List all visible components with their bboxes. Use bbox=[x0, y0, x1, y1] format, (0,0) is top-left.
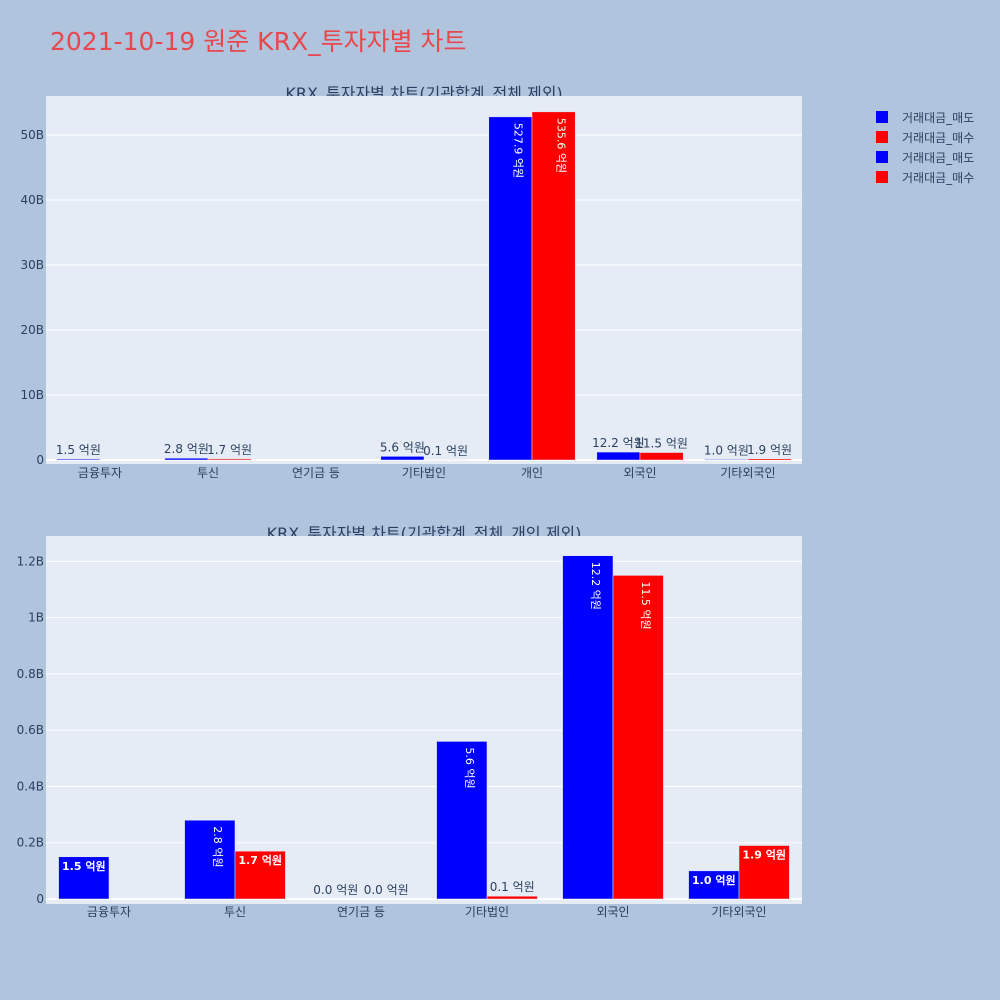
legend-label: 거래대금_매도 bbox=[902, 110, 975, 125]
legend[interactable]: 거래대금_매도 거래대금_매수 거래대금_매도 거래대금_매수 bbox=[876, 107, 974, 187]
data-label: 1.9 억원 bbox=[742, 848, 786, 862]
x-tick-label: 금융투자 bbox=[78, 466, 122, 480]
data-label: 0.0 억원 bbox=[313, 883, 358, 897]
data-label: 1.5 억원 bbox=[62, 859, 106, 873]
y-tick-label: 30B bbox=[20, 258, 44, 272]
legend-item[interactable]: 거래대금_매수 bbox=[876, 127, 974, 147]
data-label: 1.7 억원 bbox=[207, 443, 252, 457]
data-label: 5.6 억원 bbox=[380, 440, 425, 454]
bar bbox=[704, 459, 749, 461]
data-label: 1.9 억원 bbox=[747, 443, 792, 457]
bar bbox=[436, 741, 488, 900]
bar bbox=[56, 458, 101, 461]
x-tick-label: 기타외국인 bbox=[711, 905, 766, 919]
page-title: 2021-10-19 원준 KRX_투자자별 차트 bbox=[50, 27, 467, 56]
x-tick-label: 연기금 등 bbox=[337, 905, 385, 919]
y-tick-label: 0.8B bbox=[17, 667, 44, 681]
plot-background bbox=[46, 96, 802, 464]
x-tick-label: 투신 bbox=[224, 905, 246, 919]
y-tick-label: 1.2B bbox=[17, 554, 44, 568]
y-tick-label: 0 bbox=[36, 453, 44, 467]
x-tick-label: 외국인 bbox=[596, 905, 629, 919]
x-tick-label: 개인 bbox=[521, 466, 543, 480]
plot-background bbox=[46, 536, 802, 904]
y-tick-label: 0.2B bbox=[17, 836, 44, 850]
bar bbox=[164, 457, 209, 461]
bar bbox=[596, 451, 641, 461]
x-tick-label: 기타외국인 bbox=[720, 466, 775, 480]
bar bbox=[207, 458, 252, 461]
bar bbox=[486, 895, 538, 900]
chart-1-title: KRX_투자자별 차트(기관합계_전체 제외) bbox=[285, 84, 563, 103]
legend-swatch bbox=[876, 131, 888, 143]
bar bbox=[184, 819, 236, 900]
data-label: 535.6 억원 bbox=[555, 118, 568, 173]
legend-swatch bbox=[876, 171, 888, 183]
x-tick-label: 외국인 bbox=[623, 466, 656, 480]
bar bbox=[639, 452, 684, 461]
legend-swatch bbox=[876, 111, 888, 123]
bar bbox=[531, 111, 576, 461]
data-label: 12.2 억원 bbox=[592, 436, 645, 450]
legend-label: 거래대금_매수 bbox=[902, 170, 975, 185]
data-label: 11.5 억원 bbox=[639, 581, 652, 629]
data-label: 0.0 억원 bbox=[364, 883, 409, 897]
bar bbox=[58, 856, 110, 900]
bar bbox=[234, 850, 286, 900]
chart-2-title: KRX_투자자별 차트(기관합계_전체_개인 제외) bbox=[266, 524, 582, 543]
legend-swatch bbox=[876, 151, 888, 163]
y-tick-label: 0.4B bbox=[17, 779, 44, 793]
y-tick-label: 40B bbox=[20, 193, 44, 207]
data-label: 0.1 억원 bbox=[423, 444, 468, 458]
y-tick-label: 1B bbox=[28, 611, 44, 625]
data-label: 1.5 억원 bbox=[56, 443, 101, 457]
legend-item[interactable]: 거래대금_매수 bbox=[876, 167, 974, 187]
y-tick-label: 20B bbox=[20, 323, 44, 337]
data-label: 11.5 억원 bbox=[635, 437, 688, 451]
legend-item[interactable]: 거래대금_매도 bbox=[876, 147, 974, 167]
data-label: 12.2 억원 bbox=[589, 562, 602, 610]
y-tick-label: 50B bbox=[20, 128, 44, 142]
data-label: 0.1 억원 bbox=[490, 880, 535, 894]
bar bbox=[488, 116, 533, 461]
bar bbox=[688, 870, 740, 900]
bar bbox=[562, 555, 614, 900]
y-tick-label: 0 bbox=[36, 892, 44, 906]
legend-label: 거래대금_매수 bbox=[902, 130, 975, 145]
y-tick-label: 0.6B bbox=[17, 723, 44, 737]
data-label: 1.0 억원 bbox=[704, 443, 749, 457]
x-tick-label: 금융투자 bbox=[87, 905, 131, 919]
legend-item[interactable]: 거래대금_매도 bbox=[876, 107, 974, 127]
bar bbox=[612, 575, 664, 900]
legend-label: 거래대금_매도 bbox=[902, 150, 975, 165]
data-label: 1.0 억원 bbox=[692, 873, 736, 887]
data-label: 1.7 억원 bbox=[238, 853, 282, 867]
x-tick-label: 기타법인 bbox=[465, 905, 509, 919]
x-tick-label: 기타법인 bbox=[402, 466, 446, 480]
bar bbox=[747, 458, 792, 461]
data-label: 2.8 억원 bbox=[211, 826, 224, 867]
x-tick-label: 연기금 등 bbox=[292, 466, 340, 480]
bar bbox=[380, 456, 425, 461]
bar bbox=[738, 845, 790, 900]
data-label: 527.9 억원 bbox=[511, 123, 524, 178]
data-label: 5.6 억원 bbox=[463, 747, 476, 788]
x-tick-label: 투신 bbox=[197, 466, 219, 480]
data-label: 2.8 억원 bbox=[164, 442, 209, 456]
y-tick-label: 10B bbox=[20, 388, 44, 402]
